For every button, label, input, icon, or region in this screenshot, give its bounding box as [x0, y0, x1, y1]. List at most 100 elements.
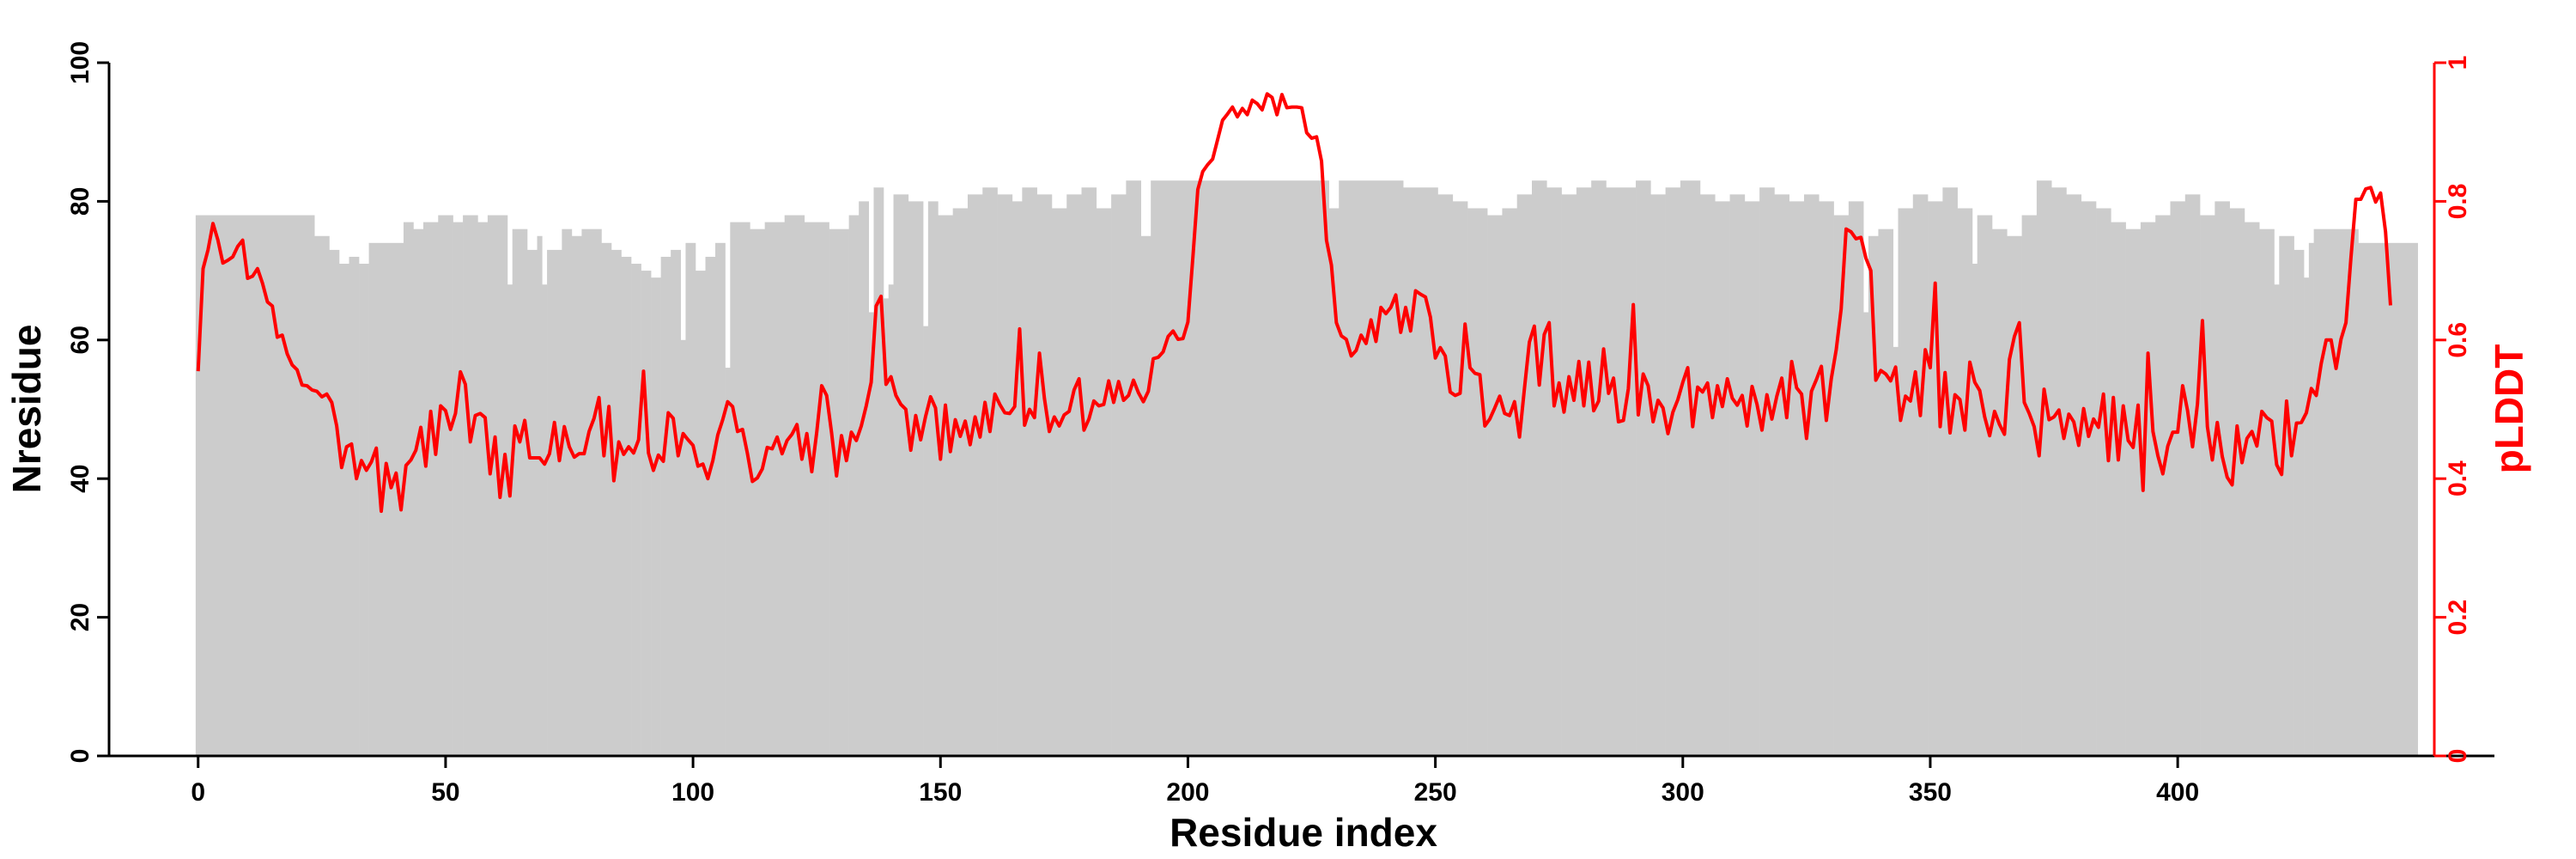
x-tick-label: 400 — [2156, 778, 2199, 807]
nresidue-bar — [982, 187, 998, 756]
nresidue-bar — [2170, 201, 2186, 756]
nresidue-bar — [1942, 187, 1958, 756]
x-tick-label: 50 — [431, 778, 459, 807]
nresidue-bar — [1151, 180, 1329, 756]
nresidue-bar — [1912, 194, 1929, 756]
nresidue-bar — [2304, 277, 2310, 756]
nresidue-bar — [537, 235, 543, 756]
nresidue-bar — [1744, 201, 1760, 756]
x-tick-label: 0 — [191, 778, 205, 807]
nresidue-bar — [349, 256, 360, 757]
nresidue-bar — [829, 228, 849, 756]
y-left-tick-label: 0 — [66, 749, 94, 764]
nresidue-bar — [547, 249, 562, 756]
nresidue-bar — [967, 194, 983, 756]
y-axis-right-title: pLDDT — [2487, 344, 2531, 474]
nresidue-bar — [873, 187, 884, 756]
nresidue-bar — [562, 228, 573, 756]
nresidue-bar — [314, 235, 330, 756]
nresidue-bar — [923, 326, 929, 756]
nresidue-bar — [1328, 208, 1340, 757]
nresidue-bar — [2215, 201, 2230, 756]
nresidue-bar — [1665, 187, 1681, 756]
y-axis-right-ticks: 0 0.2 0.4 0.6 0.8 1 — [2434, 56, 2472, 764]
nresidue-bar — [581, 228, 602, 756]
nresidue-bar — [883, 298, 890, 756]
nresidue-bar — [1636, 180, 1651, 756]
nresidue-bar — [1680, 180, 1701, 756]
nresidue-bar — [750, 228, 765, 756]
nresidue-bar — [2096, 208, 2111, 757]
x-tick-label: 200 — [1166, 778, 1209, 807]
nresidue-bar — [611, 249, 622, 756]
y-left-tick-label: 100 — [66, 41, 94, 84]
nresidue-bar — [1487, 215, 1503, 757]
y-left-tick-label: 20 — [66, 603, 94, 631]
nresidue-bar — [1863, 312, 1869, 756]
nresidue-bar — [2021, 215, 2038, 757]
nresidue-bar — [695, 271, 706, 757]
y-right-tick-label: 1 — [2444, 56, 2472, 70]
nresidue-bar — [359, 264, 369, 756]
nresidue-bar — [1729, 194, 1746, 756]
x-tick-label: 100 — [671, 778, 714, 807]
nresidue-bar — [2111, 222, 2126, 756]
nresidue-bar — [1971, 264, 1978, 756]
nresidue-bar — [1878, 228, 1894, 756]
nresidue-bar — [2007, 235, 2022, 756]
nresidue-bar — [1126, 180, 1141, 756]
y-left-tick-label: 60 — [66, 326, 94, 354]
plddt-line — [196, 92, 2392, 514]
nresidue-bar — [512, 228, 528, 756]
nresidue-bar — [195, 215, 315, 757]
nresidue-bar — [859, 201, 869, 756]
nresidue-bar — [413, 228, 424, 756]
nresidue-bar — [1022, 187, 1037, 756]
nresidue-bar — [2274, 284, 2280, 756]
nresidue-bar — [1576, 187, 1592, 756]
nresidue-bar — [1502, 208, 1518, 757]
nresidue-bar — [453, 222, 464, 756]
nresidue-bar — [2363, 242, 2418, 756]
nresidue-bar — [680, 339, 686, 756]
nresidue-bar — [2358, 242, 2364, 756]
y-axis-left-title: Nresidue — [4, 325, 49, 494]
nresidue-bar — [1036, 194, 1053, 756]
nresidue-bar — [1051, 208, 1067, 757]
nresidue-bar — [2051, 187, 2067, 756]
nresidue-bar — [2200, 215, 2215, 757]
nresidue-bar — [1774, 194, 1789, 756]
nresidue-bar — [660, 256, 671, 757]
nresidue-bar — [2229, 208, 2245, 757]
y-right-tick-label: 0.6 — [2444, 322, 2472, 358]
nresidue-bar — [1992, 228, 2008, 756]
nresidue-bar — [2259, 228, 2275, 756]
nresidue-bar — [641, 271, 652, 757]
nresidue-bar — [730, 222, 750, 756]
nresidue-bar — [2140, 222, 2156, 756]
nresidue-bar — [1546, 187, 1562, 756]
nresidue-bar — [1803, 194, 1820, 756]
nresidue-bar — [938, 215, 953, 757]
x-tick-label: 250 — [1414, 778, 1457, 807]
nresidue-bar — [1606, 187, 1637, 756]
nresidue-bar — [1819, 201, 1834, 756]
nresidue-bar — [463, 215, 478, 757]
nresidue-bar — [1452, 201, 1468, 756]
nresidue-bar — [784, 215, 805, 757]
nresidue-bar — [1140, 235, 1151, 756]
nresidue-bar — [571, 235, 582, 756]
nresidue-bar — [527, 249, 538, 756]
nresidue-bar — [1868, 235, 1879, 756]
nresidue-bar — [848, 215, 860, 757]
y-right-tick-label: 0 — [2444, 749, 2472, 764]
nresidue-bar — [339, 264, 349, 756]
nresidue-bar — [2155, 215, 2171, 757]
nresidue-bar — [764, 222, 786, 756]
nresidue-bar — [1012, 201, 1023, 756]
x-tick-label: 150 — [919, 778, 962, 807]
nresidue-bar — [621, 256, 632, 757]
nresidue-bar — [1516, 194, 1533, 756]
y-right-tick-label: 0.8 — [2444, 184, 2472, 220]
